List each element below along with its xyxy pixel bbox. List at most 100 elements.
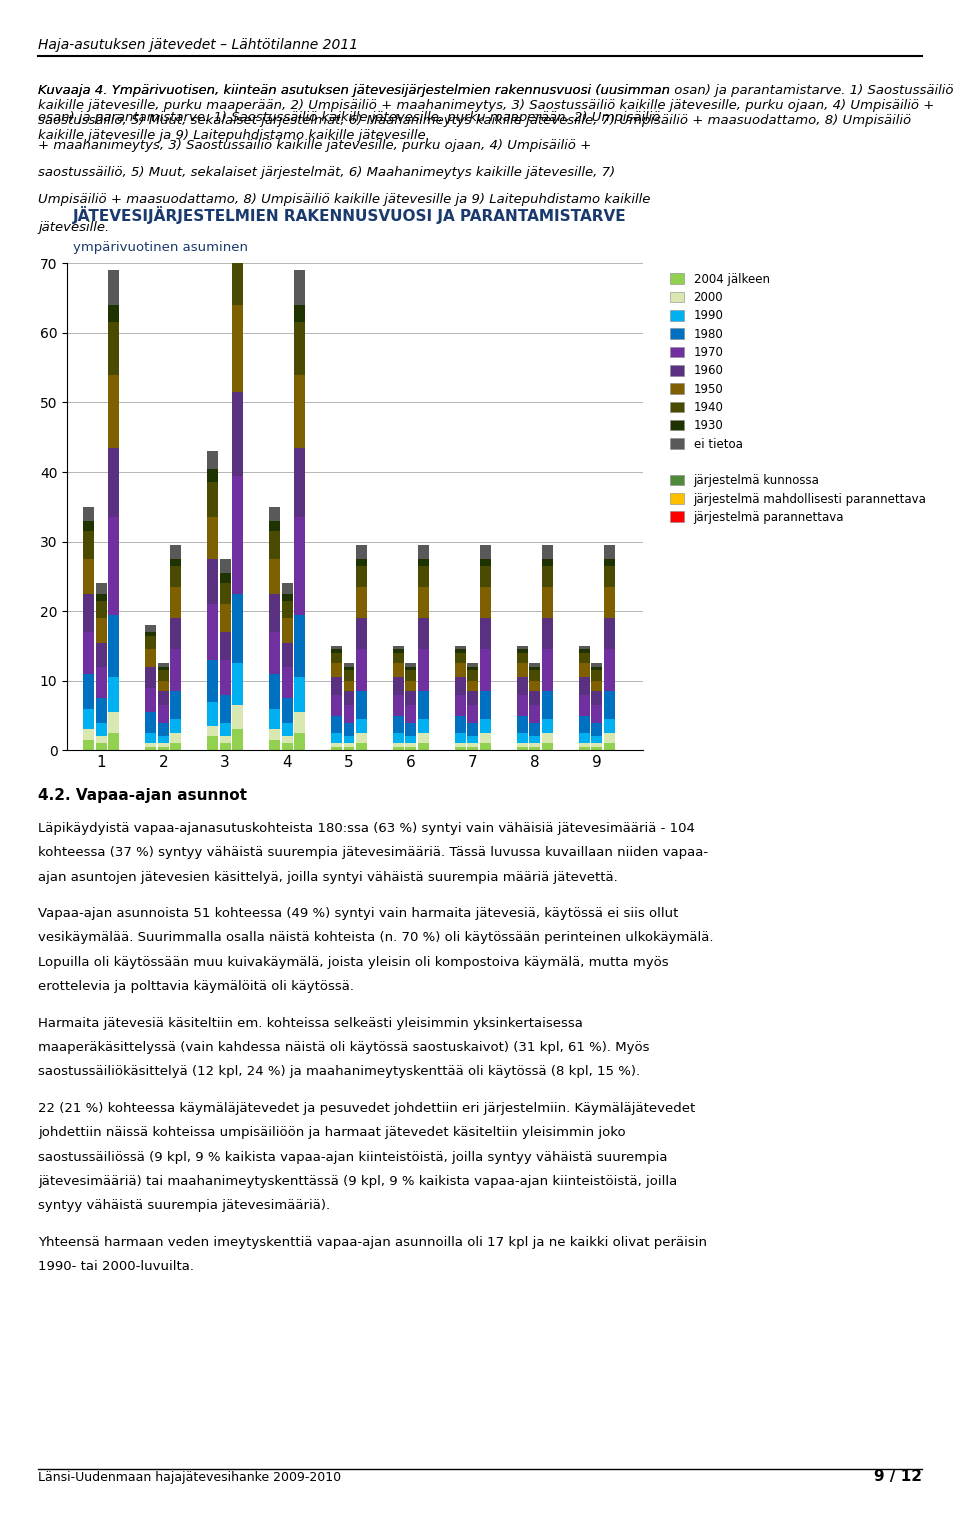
Bar xyxy=(517,650,528,653)
Bar xyxy=(170,650,181,691)
Bar xyxy=(84,594,94,632)
Bar xyxy=(579,650,589,653)
Bar xyxy=(455,743,466,747)
Bar xyxy=(517,743,528,747)
Bar xyxy=(468,680,478,691)
Text: johdettiin näissä kohteissa umpisäiliöön ja harmaat jätevedet käsiteltiin yleisi: johdettiin näissä kohteissa umpisäiliöön… xyxy=(38,1126,626,1140)
Bar xyxy=(269,559,280,594)
Bar xyxy=(269,740,280,750)
Bar xyxy=(108,304,119,323)
Bar xyxy=(579,664,589,677)
Text: kohteessa (37 %) syntyy vähäistä suurempia jätevesimääriä. Tässä luvussa kuvaill: kohteessa (37 %) syntyy vähäistä suuremp… xyxy=(38,846,708,860)
Bar xyxy=(517,645,528,650)
Bar xyxy=(468,691,478,705)
Bar xyxy=(232,393,243,475)
Bar xyxy=(529,743,540,747)
Bar xyxy=(170,618,181,650)
Bar xyxy=(455,645,466,650)
Text: osan) ja parantamistarve. 1) Saostussäiliö kaikille jätevesille, purku maaperään: osan) ja parantamistarve. 1) Saostussäil… xyxy=(38,111,660,125)
Bar xyxy=(604,734,614,743)
Bar xyxy=(604,743,614,750)
Bar xyxy=(96,723,107,737)
Bar xyxy=(269,709,280,729)
Bar xyxy=(541,618,553,650)
Bar xyxy=(232,664,243,705)
Bar xyxy=(579,677,589,694)
Bar xyxy=(344,680,354,691)
Bar xyxy=(294,374,305,447)
Bar xyxy=(517,664,528,677)
Bar xyxy=(232,594,243,664)
Bar xyxy=(220,572,230,583)
Bar xyxy=(269,632,280,674)
Bar xyxy=(281,618,293,642)
Bar xyxy=(356,545,367,559)
Bar xyxy=(281,667,293,699)
Bar xyxy=(294,734,305,750)
Bar xyxy=(529,667,540,670)
Bar xyxy=(604,587,614,618)
Bar xyxy=(207,726,218,737)
Bar xyxy=(170,718,181,734)
Bar xyxy=(356,587,367,618)
Text: Yhteensä harmaan veden imeytyskenttiä vapaa-ajan asunnoilla oli 17 kpl ja ne kai: Yhteensä harmaan veden imeytyskenttiä va… xyxy=(38,1236,708,1250)
Bar xyxy=(541,691,553,718)
Bar xyxy=(529,747,540,750)
Bar xyxy=(579,715,589,734)
Bar xyxy=(145,743,156,747)
Bar xyxy=(468,743,478,747)
Bar xyxy=(455,653,466,664)
Bar xyxy=(281,723,293,737)
Bar xyxy=(418,559,429,566)
Bar xyxy=(541,734,553,743)
Bar xyxy=(529,705,540,723)
Bar xyxy=(579,743,589,747)
Text: Vapaa-ajan asunnoista 51 kohteessa (49 %) syntyi vain harmaita jätevesiä, käytös: Vapaa-ajan asunnoista 51 kohteessa (49 %… xyxy=(38,907,679,921)
Text: 4.2. Vapaa-ajan asunnot: 4.2. Vapaa-ajan asunnot xyxy=(38,788,248,804)
Bar xyxy=(418,566,429,587)
Bar xyxy=(269,729,280,740)
Text: vesikäymälää. Suurimmalla osalla näistä kohteista (n. 70 %) oli käytössään perin: vesikäymälää. Suurimmalla osalla näistä … xyxy=(38,931,714,945)
Bar xyxy=(405,670,417,680)
Bar xyxy=(579,653,589,664)
Bar xyxy=(281,601,293,618)
Bar xyxy=(232,304,243,393)
Bar xyxy=(529,670,540,680)
Bar xyxy=(480,743,491,750)
Bar xyxy=(232,475,243,594)
Bar xyxy=(331,747,342,750)
Bar xyxy=(331,650,342,653)
Bar xyxy=(356,650,367,691)
Bar xyxy=(331,734,342,743)
Bar xyxy=(207,737,218,750)
Text: jätevesille.: jätevesille. xyxy=(38,221,109,234)
Bar xyxy=(344,670,354,680)
Text: saostussäiliö, 5) Muut, sekalaiset järjestelmät, 6) Maahanimeytys kaikille jätev: saostussäiliö, 5) Muut, sekalaiset järje… xyxy=(38,166,615,180)
Bar xyxy=(393,747,404,750)
Bar xyxy=(480,718,491,734)
Bar xyxy=(468,667,478,670)
Bar xyxy=(418,718,429,734)
Bar xyxy=(405,723,417,737)
Bar xyxy=(468,664,478,667)
Bar xyxy=(591,747,602,750)
Bar xyxy=(356,734,367,743)
Text: erottelevia ja polttavia käymälöitä oli käytössä.: erottelevia ja polttavia käymälöitä oli … xyxy=(38,980,354,994)
Bar xyxy=(604,691,614,718)
Bar xyxy=(517,653,528,664)
Text: maaperäkäsittelyssä (vain kahdessa näistä oli käytössä saostuskaivot) (31 kpl, 6: maaperäkäsittelyssä (vain kahdessa näist… xyxy=(38,1041,650,1055)
Text: Kuvaaja 4. Ympärivuotisen, kiinteän asutuksen jätevesijärjestelmien rakennusvuos: Kuvaaja 4. Ympärivuotisen, kiinteän asut… xyxy=(38,84,670,97)
Bar xyxy=(84,521,94,531)
Bar xyxy=(294,271,305,304)
Bar xyxy=(480,734,491,743)
Bar xyxy=(96,737,107,743)
Bar xyxy=(604,618,614,650)
Bar xyxy=(207,482,218,517)
Text: Umpisäiliö + maasuodattamo, 8) Umpisäiliö kaikille jätevesille ja 9) Laitepuhdis: Umpisäiliö + maasuodattamo, 8) Umpisäili… xyxy=(38,193,651,207)
Bar xyxy=(356,743,367,750)
Bar xyxy=(455,694,466,715)
Bar xyxy=(579,694,589,715)
Bar xyxy=(405,664,417,667)
Bar xyxy=(145,632,156,636)
Bar xyxy=(220,632,230,661)
